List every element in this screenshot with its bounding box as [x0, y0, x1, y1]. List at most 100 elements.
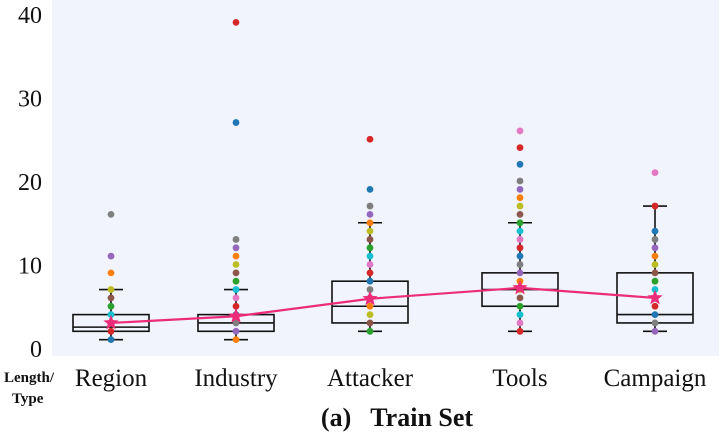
y-axis: 0 10 20 30 40 — [18, 3, 42, 363]
data-point — [366, 302, 374, 310]
plot-background — [52, 0, 719, 356]
data-point — [516, 302, 524, 310]
data-point — [107, 327, 115, 335]
points-industry — [232, 18, 240, 344]
x-axis: Region Industry Attacker Tools Campaign — [75, 365, 707, 392]
mean-marker — [228, 308, 244, 323]
x-tick-label: Industry — [194, 365, 278, 392]
data-point — [516, 294, 524, 302]
data-point — [366, 252, 374, 260]
data-point — [232, 319, 240, 327]
data-point — [516, 227, 524, 235]
data-point — [651, 202, 659, 210]
data-point — [366, 244, 374, 252]
data-point — [516, 144, 524, 152]
data-point — [232, 286, 240, 293]
data-point — [232, 244, 240, 252]
x-tick-label: Region — [75, 365, 148, 392]
data-point — [651, 311, 659, 318]
data-point — [516, 185, 524, 193]
data-point — [516, 194, 524, 202]
points-region — [107, 211, 115, 344]
data-point — [651, 319, 659, 327]
data-point — [516, 211, 524, 218]
data-point — [366, 286, 374, 293]
data-point — [651, 327, 659, 335]
mean-marker — [647, 289, 663, 305]
data-point — [516, 202, 524, 210]
y-tick-label: 0 — [30, 337, 42, 363]
data-point — [107, 269, 115, 277]
data-point — [366, 202, 374, 210]
corner-label-length: Length/ — [4, 370, 55, 386]
data-point — [651, 236, 659, 243]
data-point — [516, 319, 524, 327]
data-point — [232, 252, 240, 260]
data-point — [366, 269, 374, 277]
data-point — [516, 261, 524, 268]
data-point — [516, 252, 524, 260]
data-point — [232, 327, 240, 335]
data-point — [516, 327, 524, 335]
data-point — [107, 211, 115, 218]
data-point — [107, 302, 115, 310]
data-point — [366, 135, 374, 143]
points-tools — [516, 127, 524, 335]
data-point — [651, 227, 659, 235]
data-point — [107, 294, 115, 302]
data-point — [516, 219, 524, 227]
data-point — [232, 336, 240, 344]
y-tick-label: 10 — [18, 254, 42, 280]
data-point — [232, 236, 240, 243]
data-point — [516, 127, 524, 135]
y-tick-label: 40 — [18, 3, 42, 29]
data-point — [232, 119, 240, 126]
data-point — [232, 18, 240, 26]
data-point — [651, 286, 659, 293]
data-point — [366, 185, 374, 193]
data-point — [651, 302, 659, 310]
y-tick-label: 30 — [18, 87, 42, 113]
data-point — [516, 244, 524, 252]
data-point — [107, 311, 115, 318]
data-point — [366, 319, 374, 327]
data-point — [651, 169, 659, 177]
x-tick-label: Tools — [492, 365, 547, 392]
data-point — [651, 261, 659, 268]
data-point — [516, 177, 524, 185]
plot-area — [72, 18, 694, 344]
data-point — [651, 244, 659, 252]
data-point — [232, 302, 240, 310]
data-point — [516, 160, 524, 168]
data-point — [107, 252, 115, 260]
x-tick-label: Attacker — [327, 365, 414, 392]
data-point — [516, 269, 524, 277]
data-point — [232, 261, 240, 268]
data-point — [107, 286, 115, 293]
data-point — [366, 327, 374, 335]
data-point — [107, 336, 115, 344]
data-point — [651, 269, 659, 277]
data-point — [366, 227, 374, 235]
data-point — [232, 294, 240, 302]
data-point — [232, 269, 240, 277]
data-point — [516, 236, 524, 243]
data-point — [366, 236, 374, 243]
chart-caption: (a) Train Set — [321, 403, 473, 432]
mean-marker — [512, 279, 528, 295]
data-point — [366, 219, 374, 227]
data-point — [366, 261, 374, 268]
data-point — [366, 311, 374, 318]
y-tick-label: 20 — [18, 170, 42, 196]
data-point — [366, 277, 374, 285]
points-attacker — [366, 135, 374, 335]
mean-marker — [362, 290, 378, 306]
data-point — [516, 311, 524, 318]
data-point — [232, 277, 240, 285]
x-tick-label: Campaign — [604, 365, 707, 392]
mean-marker — [103, 314, 119, 330]
data-point — [651, 277, 659, 285]
data-point — [366, 211, 374, 218]
data-point — [651, 252, 659, 260]
